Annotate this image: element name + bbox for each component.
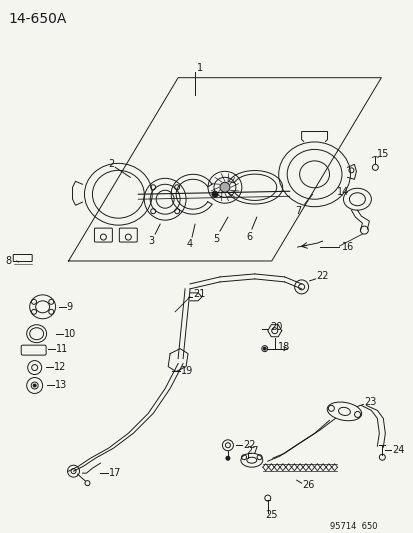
Text: 10: 10 xyxy=(64,329,76,338)
Text: 19: 19 xyxy=(180,366,193,376)
Text: 4: 4 xyxy=(185,239,192,249)
Text: 7: 7 xyxy=(295,206,301,216)
Text: 16: 16 xyxy=(341,242,353,252)
Text: 14-650A: 14-650A xyxy=(9,12,67,26)
Text: 12: 12 xyxy=(53,361,66,372)
Circle shape xyxy=(263,347,266,350)
Ellipse shape xyxy=(219,182,229,192)
Text: 26: 26 xyxy=(302,480,314,490)
FancyBboxPatch shape xyxy=(13,255,32,262)
Text: 13: 13 xyxy=(55,379,66,390)
Text: 2: 2 xyxy=(108,159,114,169)
Text: 8: 8 xyxy=(6,256,12,266)
Text: 21: 21 xyxy=(192,289,205,299)
Circle shape xyxy=(225,456,229,460)
Text: 20: 20 xyxy=(269,322,281,332)
FancyBboxPatch shape xyxy=(119,228,137,242)
Circle shape xyxy=(33,384,36,387)
Text: 22: 22 xyxy=(242,440,255,450)
Text: 6: 6 xyxy=(246,232,252,242)
Text: 14: 14 xyxy=(336,187,348,197)
Text: 24: 24 xyxy=(392,445,404,455)
Circle shape xyxy=(211,191,217,197)
Text: 27: 27 xyxy=(245,446,258,456)
Text: 1: 1 xyxy=(197,63,203,72)
Text: 15: 15 xyxy=(376,149,389,159)
FancyBboxPatch shape xyxy=(94,228,112,242)
Text: 17: 17 xyxy=(109,468,121,478)
Text: 18: 18 xyxy=(277,342,289,352)
Text: 9: 9 xyxy=(66,302,73,312)
Text: 95714  650: 95714 650 xyxy=(329,522,376,531)
FancyBboxPatch shape xyxy=(21,345,46,355)
Text: 23: 23 xyxy=(363,398,376,407)
Text: 22: 22 xyxy=(316,271,328,281)
Text: 11: 11 xyxy=(55,344,68,353)
Text: 25: 25 xyxy=(264,510,277,520)
Text: 5: 5 xyxy=(212,234,219,244)
Text: 3: 3 xyxy=(148,236,154,246)
